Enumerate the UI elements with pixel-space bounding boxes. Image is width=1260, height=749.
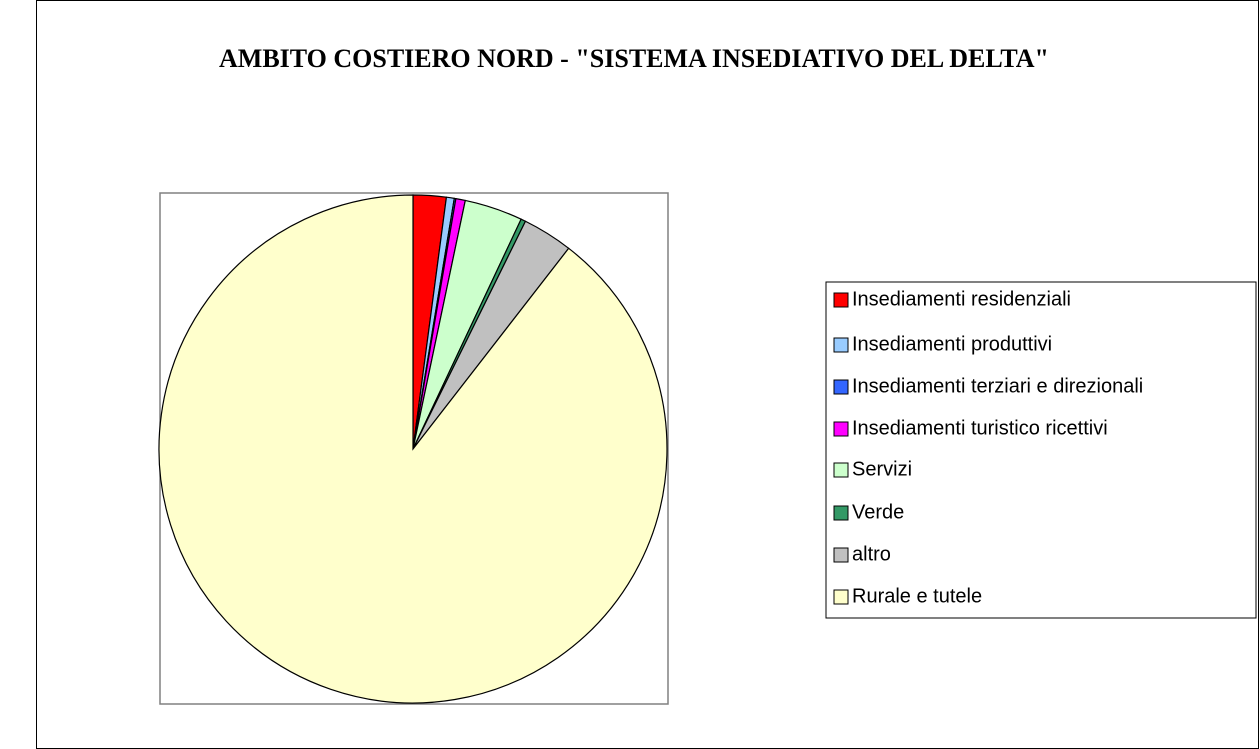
pie-slice bbox=[158, 194, 668, 704]
legend-swatch bbox=[833, 462, 849, 478]
legend-label: Insediamenti turistico ricettivi bbox=[852, 417, 1108, 439]
chart-title: AMBITO COSTIERO NORD - "SISTEMA INSEDIAT… bbox=[219, 44, 1049, 73]
legend-swatch bbox=[833, 292, 849, 308]
legend-label: Insediamenti produttivi bbox=[852, 333, 1052, 355]
legend-box bbox=[825, 281, 1257, 619]
legend-label: Insediamenti terziari e direzionali bbox=[852, 375, 1143, 397]
legend-swatch bbox=[833, 421, 849, 437]
legend-swatch bbox=[833, 379, 849, 395]
legend-swatch bbox=[833, 547, 849, 563]
legend-swatch bbox=[833, 589, 849, 605]
legend-label: Servizi bbox=[852, 458, 912, 480]
legend-label: Rurale e tutele bbox=[852, 585, 982, 607]
legend-swatch bbox=[833, 337, 849, 353]
legend-label: Insediamenti residenziali bbox=[852, 288, 1071, 310]
legend-swatch bbox=[833, 505, 849, 521]
legend-label: altro bbox=[852, 543, 891, 565]
legend-label: Verde bbox=[852, 501, 904, 523]
